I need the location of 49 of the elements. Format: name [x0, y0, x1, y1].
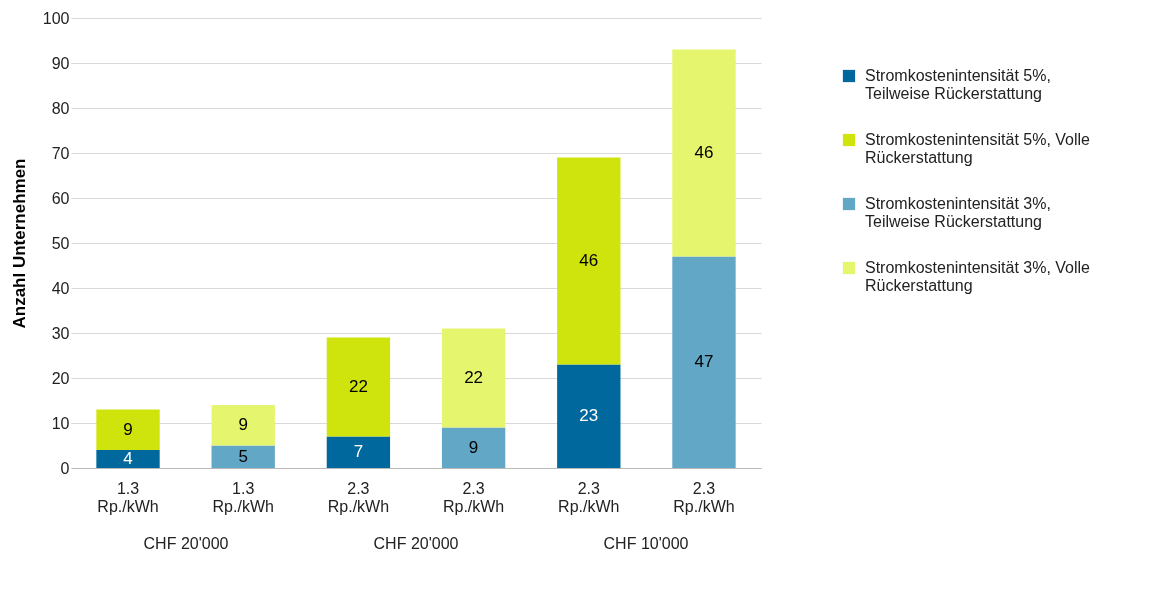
data-label: 46: [579, 251, 599, 270]
bar: [672, 49, 736, 257]
data-label: 5: [238, 446, 248, 466]
x-tick-label: 2.3 Rp./kWh: [327, 479, 390, 515]
bar: [441, 328, 506, 428]
data-label: 46: [694, 143, 714, 162]
legend-label: Stromkostenintensität 5%, Volle Rückerstattung: [865, 131, 1091, 166]
data-label: 47: [694, 352, 714, 372]
bar: [557, 364, 621, 468]
y-tick-label: 0: [60, 459, 70, 477]
y-tick-label: 70: [51, 144, 70, 162]
bar: [557, 157, 621, 365]
x-tick-label: 2.3 Rp./kWh: [442, 479, 505, 515]
bar: [326, 337, 391, 437]
y-tick-label: 80: [51, 99, 70, 117]
data-label: 22: [464, 368, 484, 387]
y-tick-label: 100: [42, 9, 70, 27]
y-tick-label: 10: [51, 414, 70, 432]
legend-label: Stromkostenintensität 3%, Volle Rückerstattung: [865, 259, 1091, 294]
x-tick-label: 2.3 Rp./kWh: [673, 479, 735, 515]
y-tick-label: 60: [51, 189, 70, 207]
x-tick-label: 1.3 Rp./kWh: [212, 479, 274, 515]
data-label: 9: [123, 419, 133, 439]
y-tick-label: 30: [51, 324, 70, 342]
data-label: 9: [468, 437, 479, 457]
y-tick-label: 50: [51, 234, 70, 252]
text: CHF 20'000: [373, 535, 459, 552]
text: CHF 10'000: [603, 535, 689, 552]
y-tick-label: 20: [51, 369, 70, 387]
y-axis-title: Anzahl Unternehmen: [9, 158, 29, 329]
y-tick-label: 90: [51, 54, 70, 72]
data-label: 4: [123, 449, 133, 468]
data-label: 9: [238, 415, 248, 435]
bar: [211, 445, 275, 468]
bar: [672, 256, 736, 468]
bar: [96, 450, 160, 468]
text: CHF 20'000: [143, 535, 229, 552]
bar: [326, 436, 391, 468]
legend-label: Stromkostenintensität 3%, Teilweise Rückerstattung: [865, 195, 1051, 230]
bar: [211, 405, 275, 446]
bar: [441, 427, 506, 468]
data-label: 23: [579, 406, 599, 426]
data-label: 7: [353, 442, 364, 462]
data-label: 22: [348, 377, 368, 396]
x-tick-label: 2.3 Rp./kWh: [558, 479, 620, 515]
x-tick-label: 1.3 Rp./kWh: [97, 479, 159, 515]
y-tick-label: 40: [51, 279, 70, 297]
legend-label: Stromkostenintensität 5%, Teilweise Rückerstattung: [865, 67, 1051, 102]
bar: [96, 409, 160, 450]
